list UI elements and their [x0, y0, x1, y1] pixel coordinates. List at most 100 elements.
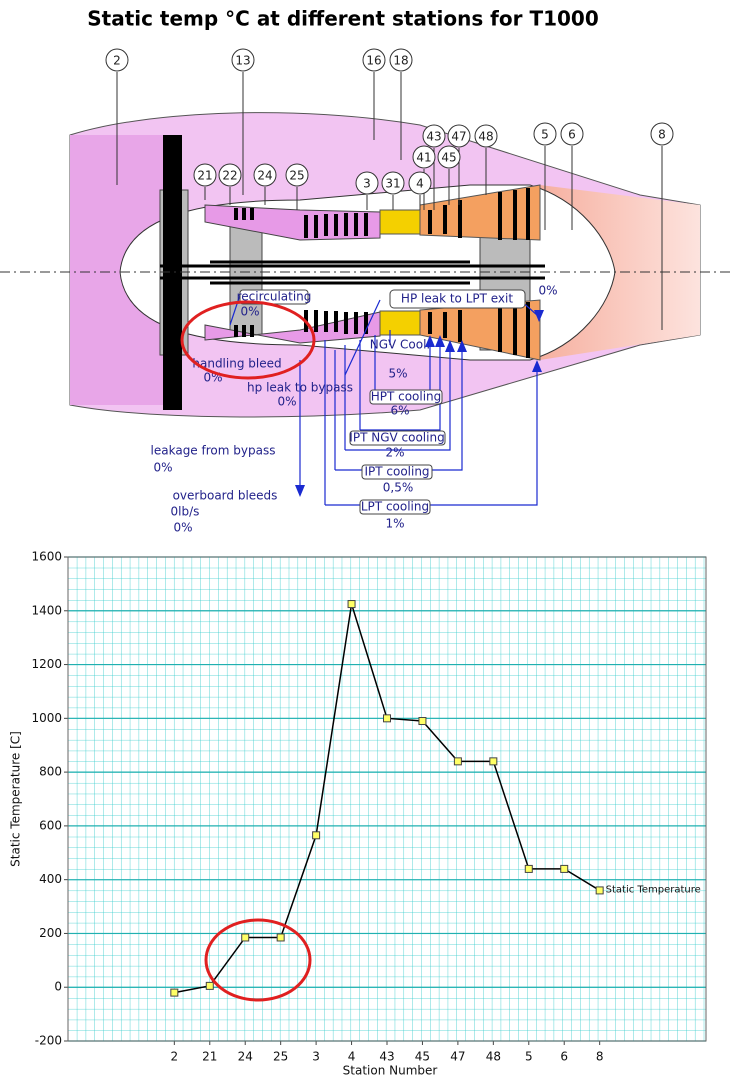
data-point: [453, 757, 462, 766]
x-tick-label: 6: [560, 1050, 568, 1064]
y-tick-label: 1600: [31, 550, 62, 564]
station-bubble: [231, 48, 255, 72]
station-bubble: [193, 163, 217, 187]
x-axis-label: Station Number: [343, 1064, 438, 1078]
station-label: 18: [393, 54, 408, 68]
station-label: 21: [197, 169, 212, 183]
station-label: 48: [478, 130, 493, 144]
y-tick-label: 400: [39, 872, 62, 886]
x-tick-label: 8: [596, 1050, 604, 1064]
station-bubble: [253, 163, 277, 187]
data-point: [418, 717, 427, 726]
y-tick-label: 1400: [31, 603, 62, 617]
minor-grid: [68, 557, 706, 1041]
x-tick-label: 24: [238, 1050, 253, 1064]
station-bubble: [218, 163, 242, 187]
station-bubble: [362, 48, 386, 72]
flow-label: 0%: [240, 305, 259, 319]
station-label: 25: [289, 169, 304, 183]
station-bubble: [533, 122, 557, 146]
station-bubble: [474, 124, 498, 148]
x-tick-label: 2: [171, 1050, 179, 1064]
station-bubble: [389, 48, 413, 72]
station-bubble: [285, 163, 309, 187]
station-label: 41: [416, 151, 431, 165]
data-point: [312, 831, 321, 840]
y-tick-label: 0: [54, 980, 62, 994]
station-bubble: [560, 122, 584, 146]
station-label: 8: [658, 128, 666, 142]
flow-label: NGV Cool.: [370, 338, 431, 352]
x-tick-label: 3: [312, 1050, 320, 1064]
station-label: 47: [451, 130, 466, 144]
station-label: 3: [363, 177, 371, 191]
y-tick-label: 600: [39, 818, 62, 832]
data-point: [560, 864, 569, 873]
x-tick-label: 45: [415, 1050, 430, 1064]
flow-label: 0,5%: [383, 481, 414, 495]
data-point: [347, 600, 356, 609]
engine-diagram: [0, 112, 733, 515]
flow-label: 0lb/s: [171, 505, 200, 519]
flow-label: leakage from bypass: [151, 444, 276, 458]
y-tick-label: 200: [39, 926, 62, 940]
data-point: [170, 988, 179, 997]
flow-label: 1%: [385, 517, 404, 531]
x-tick-label: 43: [379, 1050, 394, 1064]
flow-label: 0%: [173, 521, 192, 535]
station-labels: 2 13 16 18 43 47 48 5 6 8 41 45 21 22 24 25 3 31 4: [105, 48, 674, 330]
page-title: Static temp °C at different stations for…: [87, 7, 599, 31]
station-bubble: [447, 124, 471, 148]
station-label: 24: [257, 169, 272, 183]
station-label: 6: [568, 128, 576, 142]
station-bubble: [422, 124, 446, 148]
flow-label: hp leak to bypass: [247, 381, 353, 395]
x-tick-label: 21: [202, 1050, 217, 1064]
y-tick-label: 1000: [31, 711, 62, 725]
x-tick-label: 48: [486, 1050, 501, 1064]
station-label: 16: [366, 54, 381, 68]
station-bubble: [355, 171, 379, 195]
flow-label: HP leak to LPT exit: [401, 292, 513, 306]
flow-label: 5%: [388, 367, 407, 381]
station-bubble: [381, 171, 405, 195]
flow-label: HPT cooling: [371, 390, 442, 404]
station-label: 2: [113, 54, 121, 68]
flow-label: handling bleed: [192, 357, 281, 371]
data-point: [241, 933, 250, 942]
plot-frame: [67, 556, 707, 1042]
flow-label: overboard bleeds: [173, 489, 278, 503]
x-tick-label: 25: [273, 1050, 288, 1064]
station-label: 22: [222, 169, 237, 183]
station-bubble: [105, 48, 129, 72]
flow-label: IPT cooling: [364, 465, 429, 479]
data-point: [205, 981, 214, 990]
station-label: 5: [541, 128, 549, 142]
highlight-circle: [180, 300, 316, 380]
data-point: [276, 933, 285, 942]
x-tick-label: 47: [450, 1050, 465, 1064]
flow-label: recirculating: [237, 290, 312, 304]
flow-label: 6%: [390, 404, 409, 418]
y-tick-label: -200: [35, 1034, 62, 1048]
station-bubble: [437, 145, 461, 169]
flow-label: 2%: [385, 446, 404, 460]
data-point: [524, 864, 533, 873]
data-point: [595, 886, 604, 895]
station-bubble: [408, 171, 432, 195]
flow-label: LPT cooling: [361, 500, 429, 514]
flow-label: 0%: [538, 284, 557, 298]
station-bubble: [412, 145, 436, 169]
y-tick-label: 800: [39, 765, 62, 779]
x-tick-label: 5: [525, 1050, 533, 1064]
station-label: 43: [426, 130, 441, 144]
station-label: 31: [385, 177, 400, 191]
data-point: [489, 757, 498, 766]
flow-label: IPT NGV cooling: [349, 431, 444, 445]
x-tick-label: 4: [348, 1050, 356, 1064]
y-axis-label: Static Temperature [C]: [9, 731, 23, 867]
station-label: 45: [441, 151, 456, 165]
station-bubble: [650, 122, 674, 146]
